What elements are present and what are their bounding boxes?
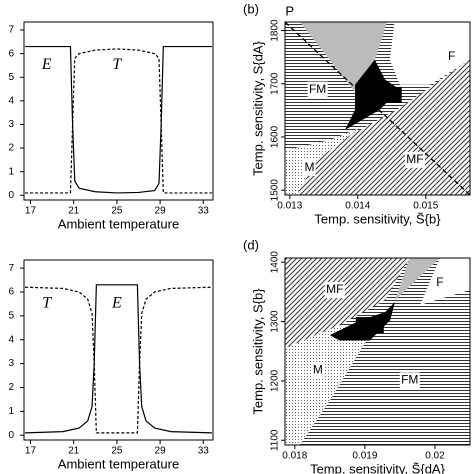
x-tick-label: 0.02 (425, 451, 445, 462)
region-label-bg (324, 282, 345, 299)
region-label-bg (399, 372, 420, 389)
x-tick-label: 33 (198, 446, 210, 457)
y-tick-label: 1100 (270, 429, 281, 451)
panel-label: (d) (243, 237, 259, 252)
dashed-line (284, 21, 471, 196)
region-label: MF (326, 282, 343, 296)
x-tick-label: 25 (111, 206, 123, 217)
y-tick-label: 1400 (270, 251, 281, 274)
x-tick-label: 0.019 (352, 451, 377, 462)
y-tick-label: 5 (8, 72, 14, 83)
region-label: FM (401, 372, 418, 386)
x-tick-label: 0.014 (345, 201, 370, 212)
y-tick-label: 1800 (270, 19, 281, 42)
series-line (25, 284, 212, 434)
panel-label: (b) (243, 1, 259, 16)
region-label: FM (309, 82, 326, 96)
region (285, 127, 360, 195)
x-axis-label: Temp. sensitivity, S̃{b} (314, 211, 441, 226)
region-label-bg (311, 362, 324, 379)
y-tick-label: 5 (8, 311, 14, 322)
region-label-bg (355, 317, 384, 334)
region (389, 22, 470, 85)
y-tick-label: 4 (8, 95, 14, 106)
annotation: E (111, 295, 122, 312)
region-label: M (313, 362, 323, 376)
y-tick-label: 2 (8, 382, 14, 393)
region-label-bg (445, 48, 458, 65)
region (285, 325, 370, 445)
region-label-bg (307, 81, 328, 98)
region-label-bg (373, 86, 402, 103)
y-tick-label: 1500 (270, 179, 281, 202)
y-tick-label: 7 (8, 25, 14, 36)
x-tick-label: 33 (198, 206, 210, 217)
series-line (25, 286, 212, 434)
x-tick-label: 29 (155, 206, 167, 217)
y-tick-label: 3 (8, 119, 14, 130)
region-label: MFM (356, 317, 383, 331)
y-tick-label: 1700 (270, 72, 281, 95)
region (285, 258, 410, 349)
region-label: M (304, 160, 314, 174)
x-tick-label: 29 (155, 446, 167, 457)
annotation: T (42, 295, 52, 312)
x-tick-label: 17 (25, 446, 37, 457)
x-tick-label: 0.015 (413, 201, 438, 212)
x-axis-label: Ambient temperature (58, 456, 179, 471)
series-line (25, 48, 212, 194)
region-label: FMF (375, 87, 400, 101)
x-tick-label: 21 (68, 446, 80, 457)
y-tick-label: 0 (8, 190, 14, 201)
y-tick-label: 0 (8, 430, 14, 441)
region-label-bg (303, 159, 316, 176)
y-tick-label: 6 (8, 287, 14, 298)
x-axis-label: Temp. sensitivity, S̃{dA} (310, 461, 446, 474)
region (395, 258, 440, 301)
plot-frame (284, 257, 471, 446)
y-axis-label: Temp. sensitivity, S{dA} (250, 40, 265, 176)
region-label: F (448, 49, 455, 63)
y-tick-label: 4 (8, 334, 14, 345)
y-tick-label: 2 (8, 143, 14, 154)
y-tick-label: 1 (8, 166, 14, 177)
x-axis-label: Ambient temperature (58, 216, 179, 231)
region-label: F (436, 275, 443, 289)
region (344, 59, 400, 131)
y-tick-label: 1300 (270, 310, 281, 333)
y-tick-label: 1200 (270, 369, 281, 392)
annotation: E (41, 56, 52, 73)
region-label: MF (406, 152, 423, 166)
x-tick-label: 0.018 (282, 451, 307, 462)
plot-frame (284, 21, 471, 196)
plot-frame (23, 21, 214, 201)
region-label-bg (404, 151, 425, 168)
x-tick-label: 21 (68, 206, 80, 217)
y-tick-label: 1600 (270, 125, 281, 148)
y-tick-label: 3 (8, 358, 14, 369)
region-label-bg (433, 274, 446, 291)
y-tick-label: 6 (8, 48, 14, 59)
y-tick-label: 1 (8, 406, 14, 417)
annotation: P (285, 3, 294, 18)
y-axis-label: Temp. sensitivity, S{b} (250, 288, 265, 415)
x-tick-label: 17 (25, 206, 37, 217)
x-tick-label: 0.013 (277, 201, 302, 212)
x-tick-label: 25 (111, 446, 123, 457)
plot-frame (23, 259, 214, 441)
annotation: T (112, 56, 122, 73)
y-tick-label: 7 (8, 263, 14, 274)
